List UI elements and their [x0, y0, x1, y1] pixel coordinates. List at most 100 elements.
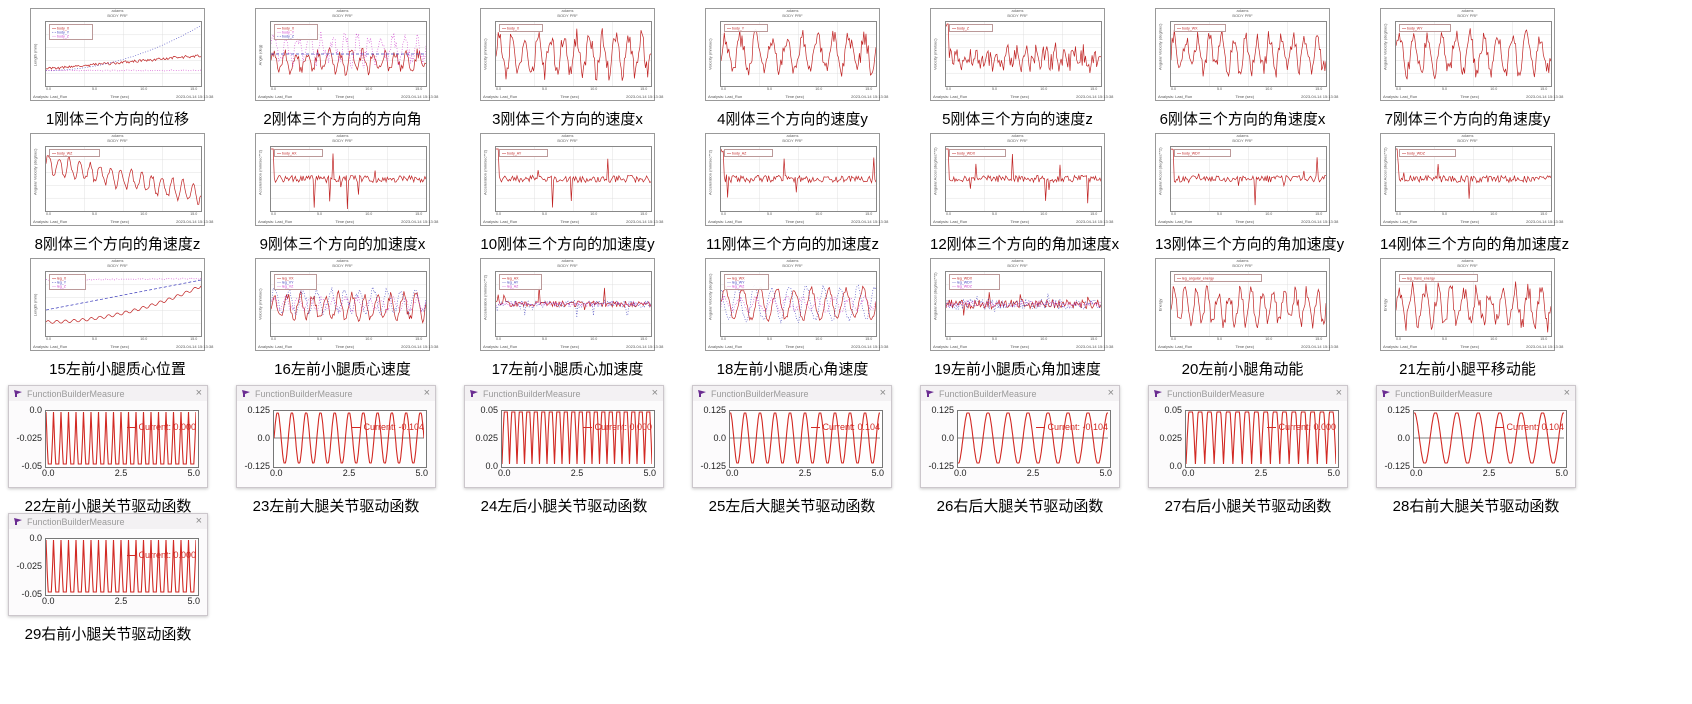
- plot-title-line1: adams: [786, 8, 799, 13]
- y-tick-mid: 0.0: [1397, 433, 1410, 443]
- x-tick: 5.0: [1555, 468, 1568, 478]
- legend-box: body_WZ: [49, 149, 101, 157]
- close-icon[interactable]: ×: [195, 387, 202, 399]
- plot-canvas: [1170, 146, 1327, 212]
- timestamp-label: 2023-04-14 15:13:38: [626, 219, 664, 225]
- function-builder-icon: [470, 390, 478, 397]
- function-builder-cell: FunctionBuilderMeasure × 0.125 0.0 -0.12…: [236, 385, 436, 516]
- x-axis-ticks: 0.0 5.0 10.0 15.0: [493, 87, 652, 96]
- legend-entry: body_AX: [277, 151, 297, 155]
- plot-title: adams BODY PRF: [256, 8, 429, 19]
- chart-caption: 27右后小腿关节驱动函数: [1164, 498, 1332, 515]
- current-value-label: Current: -0.104: [1036, 422, 1108, 432]
- x-tick: 5.0: [992, 337, 998, 342]
- wave-plot: Current: -0.104: [273, 410, 427, 468]
- y-tick-mid: 0.025: [1159, 433, 1182, 443]
- adams-plot-window: adams BODY PRF Angular Accel (deg/sec**2…: [930, 133, 1113, 226]
- y-axis-label: Acceleration (mm/sec**2): [482, 274, 488, 320]
- time-axis-label: Time (sec): [785, 344, 805, 350]
- legend-entry-label: body_Z: [56, 33, 69, 39]
- timestamp-label: 2023-04-14 15:13:38: [626, 94, 664, 100]
- plot-footer: Analysis: Last_Run Time (sec) 2023-04-14…: [933, 90, 1113, 100]
- current-value-label: Current: 0.104: [1495, 422, 1564, 432]
- time-axis-label: Time (sec): [1235, 219, 1255, 225]
- y-axis-label: Angular Velocity (deg/sec): [707, 273, 713, 320]
- close-icon[interactable]: ×: [1563, 387, 1570, 399]
- legend-entry: body_Z: [277, 34, 294, 38]
- y-tick-bottom: -0.125: [928, 461, 954, 471]
- y-axis-label: Angular Accel (deg/sec**2): [932, 271, 938, 320]
- x-tick: 15.0: [1315, 87, 1323, 92]
- adams-chart-cell: adams BODY PRF Angular Velocity (deg/sec…: [1155, 8, 1338, 129]
- window-title-bar[interactable]: FunctionBuilderMeasure ×: [9, 386, 207, 401]
- window-title-bar[interactable]: FunctionBuilderMeasure ×: [693, 386, 891, 401]
- close-icon[interactable]: ×: [1107, 387, 1114, 399]
- plot-canvas: [495, 21, 652, 87]
- plot-title-line1: adams: [561, 8, 574, 13]
- plot-title: adams BODY PRF: [31, 259, 204, 269]
- y-axis-label: Angular Velocity (deg/sec): [1382, 23, 1388, 70]
- window-title-bar[interactable]: FunctionBuilderMeasure ×: [921, 386, 1119, 401]
- function-builder-window: FunctionBuilderMeasure × 0.05 0.025 0.0 …: [464, 385, 664, 488]
- x-tick: 15.0: [1540, 87, 1548, 92]
- close-icon[interactable]: ×: [1335, 387, 1342, 399]
- current-value-text: Current: 0.000: [1278, 422, 1336, 432]
- legend-box: body_WX: [1174, 24, 1226, 32]
- plot-title-line1: adams: [1461, 258, 1474, 263]
- x-tick: 5.0: [542, 337, 548, 342]
- adams-chart-cell: adams BODY PRF Energy leg_angular_energy…: [1155, 258, 1338, 379]
- function-builder-cell: FunctionBuilderMeasure × 0.0 -0.025 -0.0…: [8, 385, 208, 516]
- adams-chart-cell: adams BODY PRF Angular Velocity (deg/sec…: [705, 258, 888, 379]
- y-axis-label: Energy: [1382, 298, 1388, 311]
- legend-entry-label: body_Y: [281, 29, 295, 35]
- close-icon[interactable]: ×: [651, 387, 658, 399]
- window-title-bar[interactable]: FunctionBuilderMeasure ×: [237, 386, 435, 401]
- timestamp-label: 2023-04-14 15:13:38: [401, 344, 439, 350]
- adams-chart-cell: adams BODY PRF Length (mm) body_X body_Y b…: [30, 8, 213, 129]
- close-icon[interactable]: ×: [879, 387, 886, 399]
- plot-title-line2: BODY PRF: [557, 263, 578, 268]
- x-tick: 10.0: [814, 337, 822, 342]
- x-tick: 10.0: [364, 212, 372, 217]
- x-tick: 0.0: [946, 212, 952, 217]
- x-axis-ticks: 0.0 5.0 10.0 15.0: [493, 212, 652, 221]
- legend-entry: leg_angular_energy: [1177, 276, 1214, 280]
- plot-canvas: [1395, 271, 1552, 337]
- window-title-bar[interactable]: FunctionBuilderMeasure ×: [1377, 386, 1575, 401]
- x-axis-ticks: 0.0 5.0 10.0 15.0: [1393, 212, 1552, 221]
- wave-canvas: [1186, 411, 1336, 465]
- legend-box: body_WDZ: [1399, 149, 1457, 157]
- plot-footer: Analysis: Last_Run Time (sec) 2023-04-14…: [258, 215, 438, 225]
- x-tick: 15.0: [640, 212, 648, 217]
- legend-entry-label: leg_WDY: [956, 279, 973, 285]
- plot-title: adams BODY PRF: [256, 259, 429, 269]
- plot-title: adams BODY PRF: [1156, 9, 1329, 19]
- x-tick: 5.0: [542, 212, 548, 217]
- legend-entry: leg_X: [52, 276, 66, 280]
- close-icon[interactable]: ×: [195, 515, 202, 527]
- plot-title-line1: adams: [336, 8, 349, 13]
- adams-plot-window: adams BODY PRF Acceleration (mm/sec**2) …: [705, 133, 888, 226]
- adams-chart-cell: adams BODY PRF Angular Velocity (deg/sec…: [1380, 8, 1563, 129]
- window-title: FunctionBuilderMeasure: [483, 388, 581, 399]
- legend-entry: body_X: [277, 26, 294, 30]
- plot-title: adams BODY PRF: [931, 259, 1104, 269]
- window-title-bar[interactable]: FunctionBuilderMeasure ×: [1149, 386, 1347, 401]
- timestamp-label: 2023-04-14 15:13:38: [1526, 344, 1564, 350]
- plot-footer: Analysis: Last_Run Time (sec) 2023-04-14…: [258, 340, 438, 350]
- adams-plot-window: adams BODY PRF Angular Velocity (deg/sec…: [30, 133, 213, 226]
- window-title-bar[interactable]: FunctionBuilderMeasure ×: [9, 514, 207, 529]
- legend-entry: body_Y: [52, 30, 69, 34]
- close-icon[interactable]: ×: [423, 387, 430, 399]
- chart-caption: 10刚体三个方向的加速度y: [480, 236, 655, 253]
- window-title-bar[interactable]: FunctionBuilderMeasure ×: [465, 386, 663, 401]
- y-tick-bottom: -0.125: [700, 461, 726, 471]
- adams-chart-cell: adams BODY PRF Acceleration (mm/sec**2) …: [480, 258, 663, 379]
- y-tick-bottom: -0.05: [21, 461, 42, 471]
- adams-chart-cell: adams BODY PRF Velocity (mm/sec) leg_VX l…: [255, 258, 438, 379]
- x-tick: 0.0: [946, 87, 952, 92]
- x-tick: 0.0: [1396, 87, 1402, 92]
- legend-entry: body_WDZ: [1402, 151, 1425, 155]
- x-tick: 0.0: [946, 337, 952, 342]
- plot-title: adams BODY PRF: [1381, 134, 1554, 144]
